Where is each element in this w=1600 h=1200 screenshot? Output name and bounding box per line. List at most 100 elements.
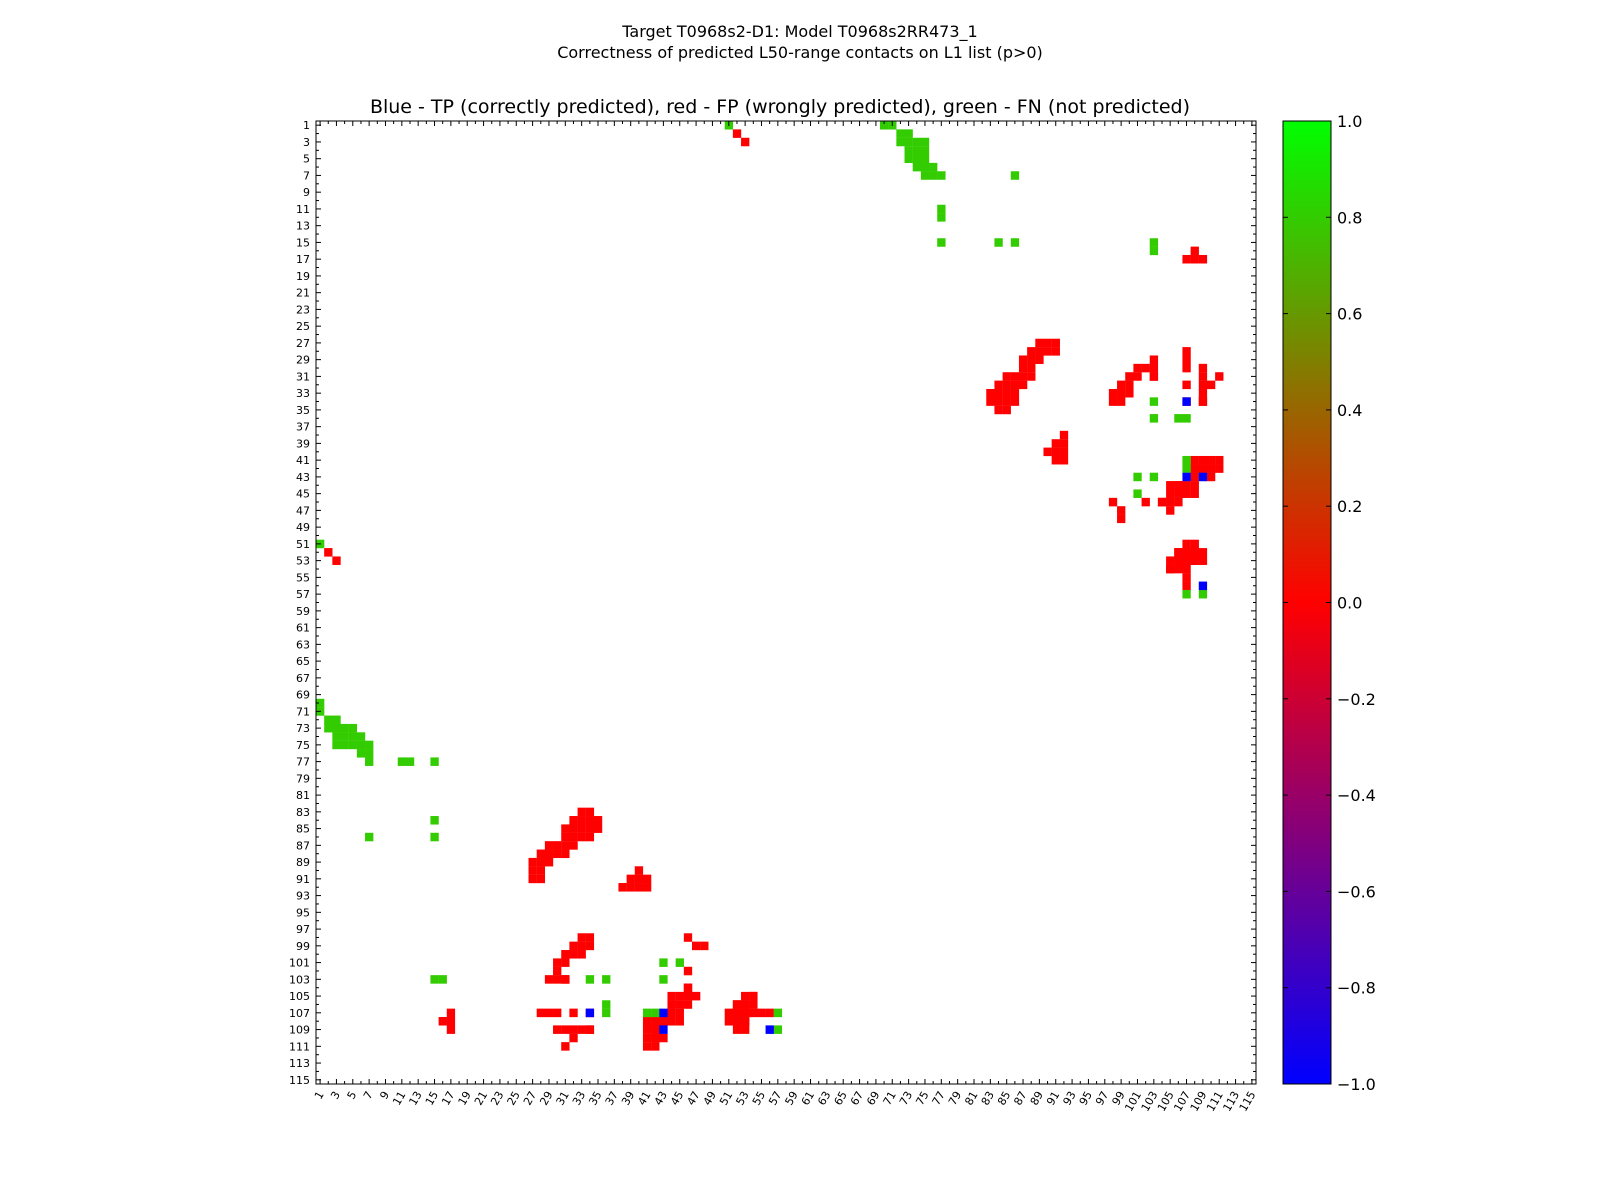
fn-cell <box>1010 238 1020 247</box>
fp-cell <box>1198 464 1208 473</box>
fn-cell <box>430 975 439 984</box>
fp-cell <box>593 824 603 833</box>
fp-cell <box>692 941 701 951</box>
fp-cell <box>659 1033 668 1043</box>
fn-cell <box>904 137 913 147</box>
fp-cell <box>1174 481 1183 490</box>
y-tick-label: 73 <box>296 722 310 735</box>
x-tick-label: 69 <box>864 1089 882 1108</box>
fp-cell <box>544 1008 554 1018</box>
fp-cell <box>1198 548 1208 557</box>
x-tick-label: 73 <box>897 1089 915 1108</box>
fp-cell <box>986 388 995 398</box>
fn-cell <box>929 162 938 172</box>
fp-cell <box>642 1042 652 1051</box>
x-tick-label: 13 <box>407 1089 425 1108</box>
y-tick-label: 105 <box>289 990 310 1003</box>
fn-cell <box>912 146 922 155</box>
fp-cell <box>553 958 562 967</box>
fp-cell <box>1215 372 1224 381</box>
fp-cell <box>585 824 595 833</box>
fp-cell <box>994 405 1003 415</box>
fn-cell <box>994 238 1003 247</box>
fp-cell <box>1051 455 1060 465</box>
fp-cell <box>1198 363 1208 373</box>
fp-cell <box>1174 489 1183 498</box>
y-tick-label: 23 <box>296 303 310 316</box>
fp-cell <box>1166 506 1175 515</box>
plot-frame <box>315 120 1257 1085</box>
x-tick-label: 83 <box>979 1089 997 1108</box>
fn-cell <box>912 162 922 172</box>
y-tick-label: 9 <box>303 186 310 199</box>
fp-cell <box>593 816 603 825</box>
fp-cell <box>626 874 635 884</box>
fp-cell <box>585 941 595 951</box>
fp-cell <box>446 1008 456 1018</box>
fp-cell <box>642 1033 652 1043</box>
fn-cell <box>602 1008 611 1018</box>
fp-cell <box>724 1008 734 1018</box>
fn-cell <box>316 698 325 708</box>
fn-cell <box>651 1008 660 1018</box>
fp-cell <box>1215 455 1224 465</box>
fp-cell <box>585 933 595 942</box>
fp-cell <box>1043 338 1052 348</box>
fp-cell <box>1182 573 1191 582</box>
fp-cell <box>1108 497 1118 507</box>
fp-cell <box>700 941 709 951</box>
x-tick-label: 81 <box>962 1089 980 1108</box>
fp-cell <box>1002 405 1011 415</box>
fp-cell <box>1206 472 1216 482</box>
fp-cell <box>553 1008 562 1018</box>
fn-cell <box>904 154 913 164</box>
y-tick-label: 71 <box>296 705 310 718</box>
y-tick-label: 65 <box>296 655 310 668</box>
y-tick-label: 53 <box>296 555 310 568</box>
fn-cell <box>602 1000 611 1009</box>
y-tick-label: 3 <box>303 136 310 149</box>
fp-cell <box>1190 481 1199 490</box>
fn-cell <box>356 740 366 750</box>
tp-cell <box>1198 472 1208 482</box>
x-tick-label: 85 <box>995 1089 1013 1108</box>
fp-cell <box>569 832 578 842</box>
x-tick-label: 91 <box>1044 1089 1062 1108</box>
fp-cell <box>585 807 595 817</box>
fn-cell <box>937 171 946 180</box>
y-tick-label: 67 <box>296 672 310 685</box>
colorbar-tick-label: 0.0 <box>1337 594 1362 613</box>
x-tick-label: 41 <box>635 1089 653 1108</box>
fn-cell <box>904 146 913 155</box>
fn-cell <box>340 740 349 750</box>
fp-cell <box>569 824 578 833</box>
fp-cell <box>1002 388 1011 398</box>
fp-cell <box>1010 380 1020 390</box>
x-tick-label: 89 <box>1028 1089 1046 1108</box>
fp-cell <box>553 975 562 984</box>
fn-cell <box>1149 472 1159 482</box>
fp-cell <box>1059 430 1069 440</box>
y-tick-label: 25 <box>296 320 310 333</box>
fp-cell <box>994 388 1003 398</box>
fp-cell <box>1190 548 1199 557</box>
fn-cell <box>405 757 415 766</box>
tp-cell <box>659 1025 668 1034</box>
fp-cell <box>1027 363 1036 373</box>
x-tick-label: 107 <box>1171 1089 1193 1114</box>
y-tick-label: 15 <box>296 236 310 249</box>
fp-cell <box>569 1008 578 1018</box>
fp-cell <box>528 874 537 884</box>
fn-cell <box>937 238 946 247</box>
x-tick-label: 29 <box>537 1089 555 1108</box>
fp-cell <box>642 883 652 892</box>
fp-cell <box>1051 347 1060 356</box>
x-tick-label: 31 <box>554 1089 572 1108</box>
fp-cell <box>544 975 554 984</box>
fp-cell <box>561 849 570 859</box>
fn-cell <box>642 1008 652 1018</box>
fp-cell <box>1166 497 1175 507</box>
y-tick-label: 19 <box>296 270 310 283</box>
fn-cell <box>1010 171 1020 180</box>
